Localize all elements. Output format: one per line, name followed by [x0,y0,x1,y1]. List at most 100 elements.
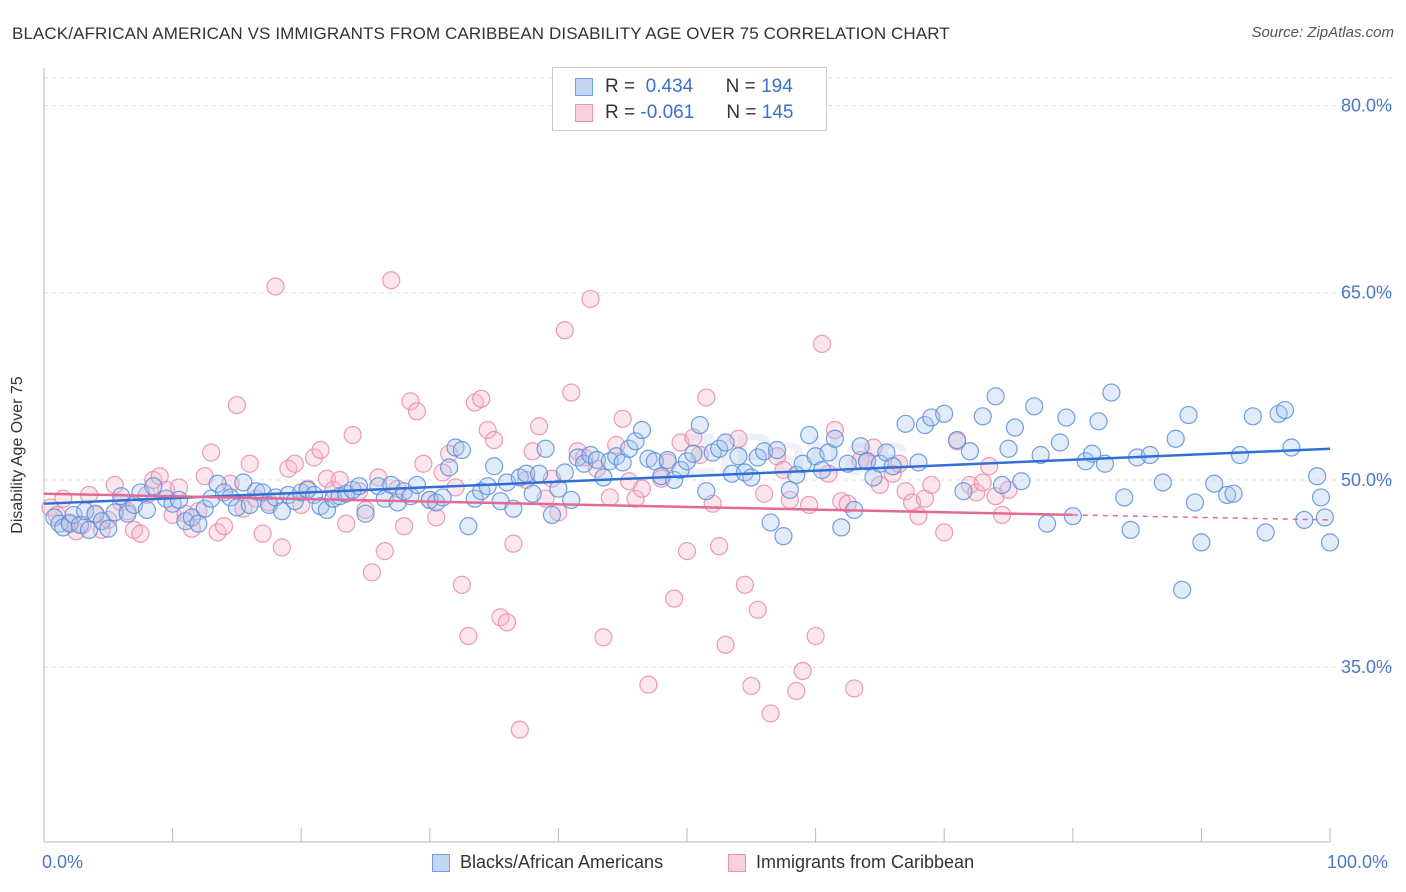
black-point [645,452,664,471]
black-point [755,442,774,461]
caribbean-point [677,542,697,561]
caribbean-point [581,289,600,309]
caribbean-point [697,388,716,407]
black-point [530,464,549,483]
black-point [70,515,90,535]
black-point [195,499,214,518]
caribbean-point [806,626,825,646]
black-point [105,503,124,522]
black-point [632,420,652,440]
caribbean-point [980,457,999,476]
caribbean-point [800,495,819,515]
black-point [452,440,472,460]
black-point [999,439,1018,458]
black-point [716,433,735,452]
y-tick-label: 80.0% [1341,95,1392,115]
black-point [144,477,163,496]
black-point [780,480,799,500]
black-point [1315,508,1334,527]
legend-item-black: Blacks/African Americans [432,852,663,873]
caribbean-trend-line [43,492,1073,517]
caribbean-point [311,440,330,460]
black-point [1166,429,1185,448]
legend-swatch-pink [575,104,593,122]
caribbean-point [497,613,517,632]
caribbean-point [214,517,234,536]
caribbean-point [253,524,272,543]
black-point [1089,412,1108,431]
black-point [684,444,703,463]
legend-swatch-pink [728,853,746,872]
legend-swatch-blue [432,853,450,872]
caribbean-point [401,392,420,411]
caribbean-point [909,507,928,526]
chart-title: BLACK/AFRICAN AMERICAN VS IMMIGRANTS FRO… [12,24,950,43]
caribbean-point [639,675,658,694]
caribbean-point [761,704,780,723]
black-point [825,429,844,448]
caribbean-trend-extension [1072,514,1331,521]
black-point [1012,472,1031,491]
black-point [169,490,189,510]
black-point [64,505,83,525]
black-point [137,500,156,520]
black-point [459,517,478,536]
caribbean-point [710,537,729,556]
black-trend-line [43,447,1331,505]
black-point [1308,467,1327,486]
black-point [767,440,787,460]
black-point [697,482,716,501]
y-tick-labels: 35.0% 50.0% 65.0% 80.0% [1341,95,1392,677]
caribbean-point [285,454,304,473]
black-point [960,442,980,461]
caribbean-point [935,523,954,542]
caribbean-point [600,488,619,507]
black-point [234,473,253,492]
black-point [1153,473,1172,492]
black-point [761,513,780,532]
black-point [1218,485,1237,505]
black-point [1076,452,1095,471]
caribbean-point [382,271,401,290]
black-point [349,477,369,496]
black-point [1179,405,1198,425]
black-point [800,425,819,445]
caribbean-point [343,425,362,445]
caribbean-point [967,483,986,502]
caribbean-point [478,420,497,440]
black-point [86,504,105,523]
caribbean-point [594,628,613,647]
caribbean-point [632,479,652,498]
black-point [1121,520,1140,540]
black-point [1205,474,1224,493]
caribbean-point [452,575,472,594]
caribbean-point [992,505,1012,525]
black-point [1102,383,1121,402]
stats-legend-row-blue: R = 0.434 N = 194 [575,74,793,100]
black-point [272,502,292,521]
caribbean-point [266,277,285,296]
black-point [536,439,555,458]
caribbean-point [787,681,806,701]
caribbean-point [240,454,259,473]
black-point [1050,433,1070,452]
black-point [915,415,935,435]
caribbean-point [304,448,324,467]
black-point [896,414,915,433]
black-point [1192,533,1211,552]
black-point [1275,400,1295,420]
caribbean-point [665,589,684,608]
caribbean-point [748,600,767,619]
black-point [1173,580,1192,599]
black-point [954,482,973,501]
caribbean-point [472,389,491,408]
caribbean-point [613,409,632,428]
caribbean-point [793,661,812,681]
black-point [832,518,851,537]
black-point [433,488,452,507]
black-point [935,404,954,423]
caribbean-point [131,524,150,543]
caribbean-point [317,469,337,488]
stats-legend-row-pink: R = -0.061 N = 145 [575,100,793,126]
